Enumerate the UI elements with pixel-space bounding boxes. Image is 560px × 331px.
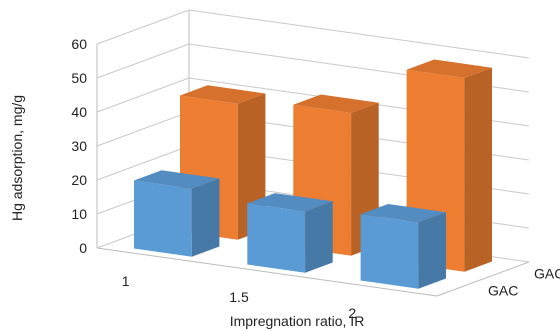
bar-top-face [247,193,333,212]
x-axis-title: Impregnation ratio, IR [230,313,365,329]
bar-top-face [406,59,492,78]
y-tick-label: 0 [79,240,87,256]
bar-top-face [360,204,446,223]
y-tick-label: 50 [71,70,87,86]
depth-label: GAC [488,283,518,299]
bar [134,170,220,257]
tick-labels: 0 10 20 30 40 50 60 1 1.5 2 GAC GAC-S [71,36,560,321]
y-tick-label: 10 [71,206,87,222]
bar-side-face [464,67,492,272]
x-tick-label: 2 [348,305,356,321]
x-axis-line [96,247,438,297]
bar [247,193,333,273]
y-tick-label: 20 [71,172,87,188]
x-tick-label: 1.5 [229,289,249,305]
bar-top-face [134,170,220,189]
bar-side-face [305,201,333,273]
bar-side-face [191,178,220,257]
bar-front-face [360,214,419,289]
depth-axis-line [436,261,530,297]
bar-top-face [293,94,379,113]
y-tick-label: 60 [71,36,87,52]
x-tick-label: 1 [122,273,130,289]
bar-front-face [247,203,306,273]
bar-front-face [134,180,192,257]
y-axis-title: Hg adsorption, mg/g [9,95,25,221]
y-tick-label: 30 [71,138,87,154]
depth-label: GAC-S [534,266,560,282]
y-tick-label: 40 [71,104,87,120]
bar-side-face [418,212,446,289]
gridline [96,9,530,59]
bars-gac [134,170,446,289]
bar-top-face [180,85,266,104]
bar [360,204,446,289]
